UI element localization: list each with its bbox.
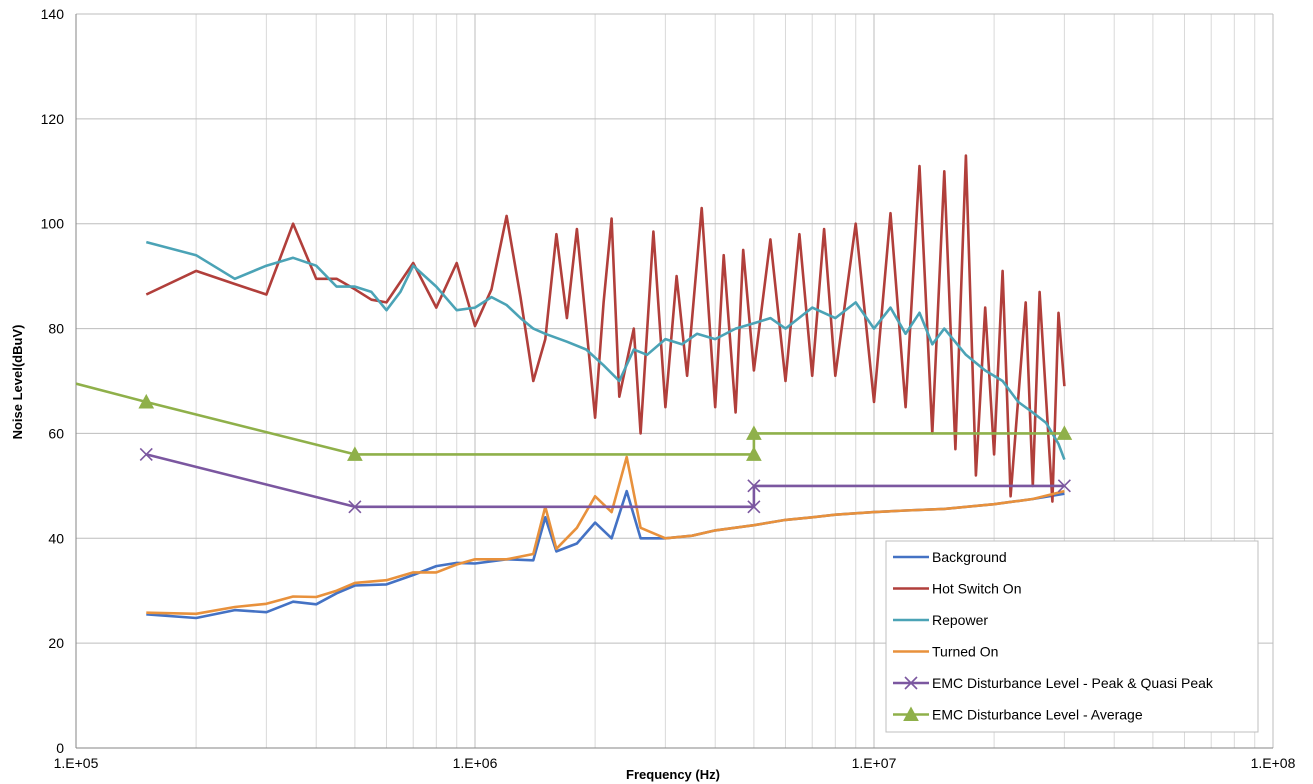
series-repower [145, 240, 1066, 461]
series-line-turned-on [146, 455, 1065, 616]
y-tick-label: 0 [56, 740, 64, 756]
y-tick-label: 100 [41, 216, 65, 232]
legend-box [885, 540, 1259, 733]
legend-item: Hot Switch On [893, 581, 1021, 597]
x-marker-stroke [1057, 479, 1071, 493]
legend-label: Repower [932, 612, 988, 628]
x-marker [348, 500, 362, 514]
series-emc-disturbance-level-average [76, 382, 1073, 461]
x-tick-label: 1.E+05 [54, 755, 99, 771]
triangle-marker [1056, 425, 1073, 440]
x-marker-stroke [747, 500, 761, 514]
x-tick-label: 1.E+08 [1251, 755, 1296, 771]
axes: 0 20 40 60 80 100 120 140 1.E+05 1.E+06 1.E+07 1.E+… [41, 6, 1296, 771]
x-marker [1057, 479, 1071, 493]
legend-label: EMC Disturbance Level - Average [932, 707, 1143, 723]
y-tick-label: 60 [48, 425, 64, 441]
x-marker [139, 447, 153, 461]
series-hot-switch-on [145, 154, 1066, 503]
triangle-marker [746, 446, 762, 461]
x-marker-stroke [348, 500, 362, 514]
legend-item: Background [893, 549, 1007, 565]
legend-label: EMC Disturbance Level - Peak & Quasi Pea… [932, 675, 1214, 691]
x-marker-stroke [904, 676, 918, 690]
x-marker [747, 479, 761, 493]
legend-label: Hot Switch On [932, 581, 1021, 597]
triangle-marker [347, 446, 363, 461]
y-tick-label: 140 [41, 6, 65, 22]
x-axis-title: Frequency (Hz) [626, 767, 720, 782]
legend-item: EMC Disturbance Level - Average [893, 706, 1143, 723]
triangle-marker [138, 393, 155, 409]
x-tick-label: 1.E+07 [852, 755, 897, 771]
x-marker-stroke [139, 447, 153, 461]
y-tick-label: 40 [48, 530, 64, 546]
triangle-marker [746, 425, 762, 440]
series [76, 154, 1073, 620]
legend-label: Turned On [932, 644, 998, 660]
series-line-repower [145, 240, 1066, 461]
legend-label: Background [932, 549, 1007, 565]
x-marker [904, 676, 918, 690]
legend-item: Repower [893, 612, 988, 628]
x-tick-label: 1.E+06 [453, 755, 498, 771]
y-axis-title: Noise Level(dBuV) [10, 325, 25, 440]
x-marker-stroke [747, 479, 761, 493]
legend-item: EMC Disturbance Level - Peak & Quasi Pea… [893, 675, 1214, 691]
legend-item: Turned On [893, 644, 998, 660]
triangle-marker [903, 706, 919, 721]
y-tick-label: 20 [48, 635, 64, 651]
x-marker [747, 500, 761, 514]
y-tick-label: 120 [41, 111, 65, 127]
series-emc-disturbance-level-peak-quasi-peak [139, 447, 1071, 514]
series-line-hot-switch-on [145, 154, 1066, 503]
series-line-emc-disturbance-level-average [76, 382, 1065, 456]
y-tick-label: 80 [48, 321, 64, 337]
series-turned-on [146, 455, 1065, 616]
legend: Background Hot Switch On Repower Turned On E… [885, 540, 1259, 733]
